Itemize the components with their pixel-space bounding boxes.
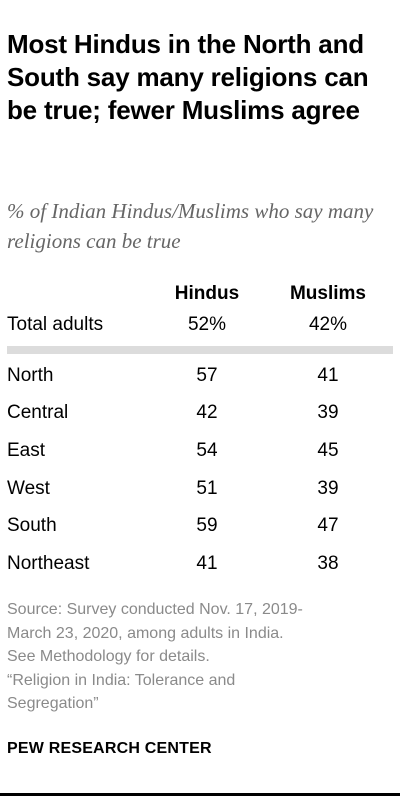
- total-row: Total adults 52% 42%: [0, 308, 400, 342]
- muslims-value: 42%: [308, 314, 348, 335]
- muslims-value: 45: [317, 440, 339, 461]
- row-label: Total adults: [7, 314, 104, 335]
- table-row-northeast: Northeast 41 38: [0, 547, 400, 581]
- hindus-value: 52%: [187, 314, 227, 335]
- table-divider: [7, 346, 393, 354]
- table-row-central: Central 42 39: [0, 396, 400, 430]
- muslims-value: 39: [317, 402, 339, 423]
- source-note: Source: Survey conducted Nov. 17, 2019- …: [7, 598, 393, 716]
- hindus-value: 54: [196, 440, 218, 461]
- table-row-west: West 51 39: [0, 472, 400, 506]
- bottom-rule: [0, 793, 400, 796]
- table-row-east: East 54 45: [0, 434, 400, 468]
- table-row-south: South 59 47: [0, 509, 400, 543]
- chart-subtitle: % of Indian Hindus/Muslims who say many …: [7, 199, 374, 253]
- column-header-muslims: Muslims: [289, 283, 367, 304]
- hindus-value: 41: [196, 553, 218, 574]
- muslims-value: 47: [317, 515, 339, 536]
- source-line: See Methodology for details.: [7, 648, 210, 665]
- hindus-value: 51: [196, 478, 218, 499]
- muslims-value: 41: [317, 365, 339, 386]
- source-line: Source: Survey conducted Nov. 17, 2019-: [7, 601, 303, 618]
- row-label: North: [7, 365, 54, 386]
- hindus-value: 59: [196, 515, 218, 536]
- muslims-value: 39: [317, 478, 339, 499]
- column-header-hindus: Hindus: [174, 283, 240, 304]
- hindus-value: 42: [196, 402, 218, 423]
- table-row-north: North 57 41: [0, 359, 400, 393]
- row-label: South: [7, 515, 57, 536]
- muslims-value: 38: [317, 553, 339, 574]
- source-line: March 23, 2020, among adults in India.: [7, 624, 284, 642]
- source-line: “Religion in India: Tolerance and: [7, 671, 236, 689]
- org-name: PEW RESEARCH CENTER: [7, 740, 212, 757]
- row-label: Northeast: [7, 553, 90, 574]
- row-label: West: [7, 478, 50, 499]
- row-label: East: [7, 440, 46, 461]
- chart-title: Most Hindus in the North and South say m…: [7, 29, 369, 125]
- hindus-value: 57: [196, 365, 218, 386]
- source-line: Segregation”: [7, 695, 99, 712]
- row-label: Central: [7, 402, 69, 423]
